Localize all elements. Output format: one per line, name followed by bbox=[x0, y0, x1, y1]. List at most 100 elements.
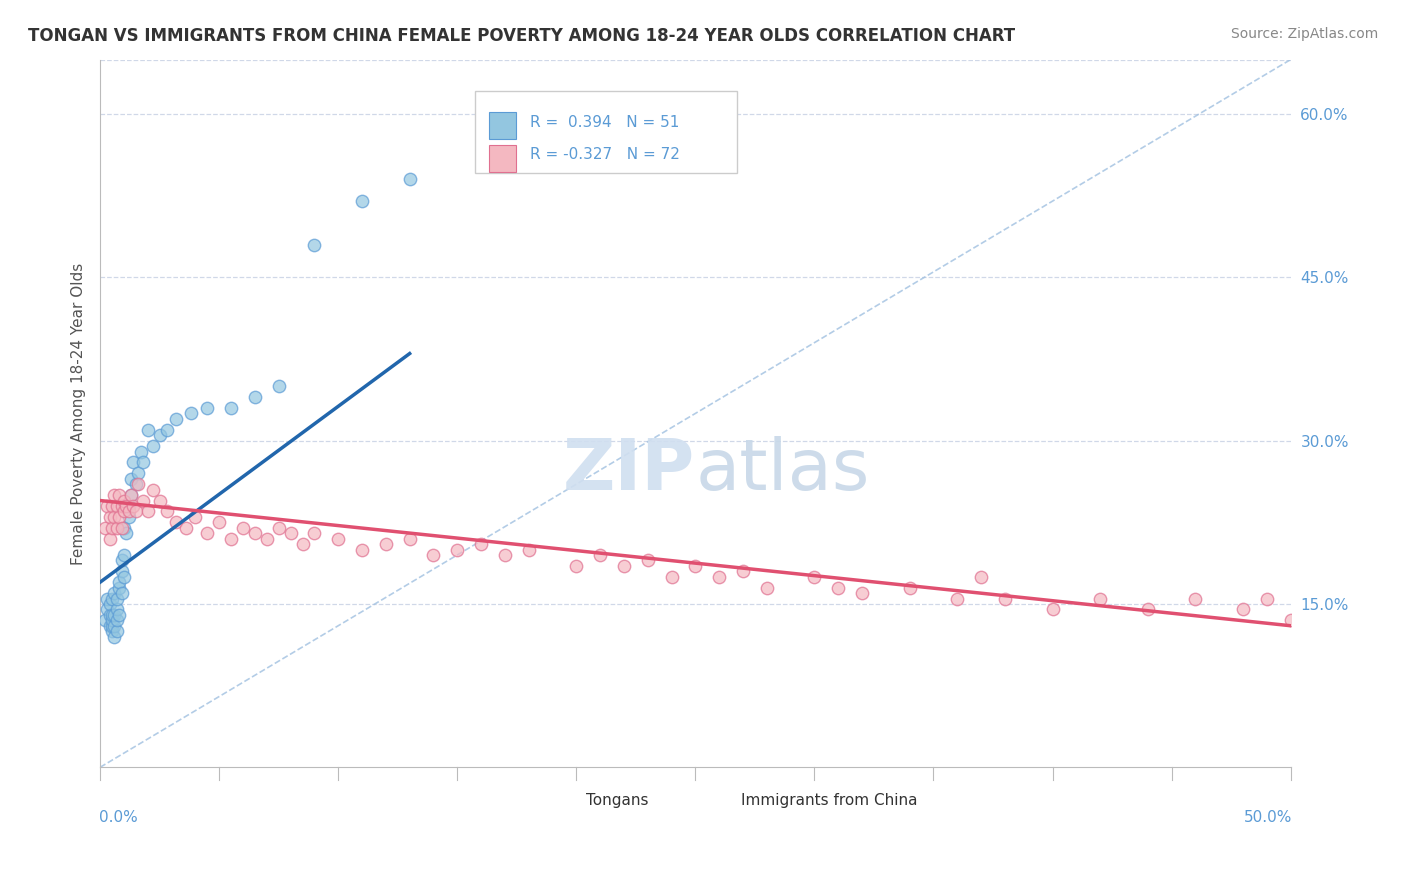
Point bbox=[101, 521, 124, 535]
Point bbox=[328, 532, 350, 546]
Point bbox=[851, 586, 873, 600]
Point bbox=[755, 581, 778, 595]
Point bbox=[208, 516, 231, 530]
Point bbox=[180, 406, 202, 420]
Point bbox=[120, 488, 142, 502]
Text: TONGAN VS IMMIGRANTS FROM CHINA FEMALE POVERTY AMONG 18-24 YEAR OLDS CORRELATION: TONGAN VS IMMIGRANTS FROM CHINA FEMALE P… bbox=[28, 27, 1015, 45]
Point bbox=[118, 499, 141, 513]
Text: Tongans: Tongans bbox=[586, 793, 648, 808]
Point bbox=[970, 570, 993, 584]
Point bbox=[108, 607, 131, 622]
Point bbox=[149, 493, 172, 508]
Point bbox=[110, 586, 132, 600]
Point bbox=[101, 499, 124, 513]
Point bbox=[517, 542, 540, 557]
Text: atlas: atlas bbox=[696, 435, 870, 505]
Point bbox=[174, 521, 197, 535]
Point bbox=[122, 455, 145, 469]
Point bbox=[1256, 591, 1278, 606]
Point bbox=[994, 591, 1017, 606]
Point bbox=[98, 597, 121, 611]
Point bbox=[141, 439, 163, 453]
Point bbox=[94, 521, 117, 535]
Point bbox=[112, 548, 135, 562]
Point bbox=[470, 537, 492, 551]
Point bbox=[125, 504, 148, 518]
Point bbox=[127, 467, 149, 481]
Point bbox=[1088, 591, 1111, 606]
Point bbox=[374, 537, 396, 551]
Point bbox=[195, 526, 218, 541]
Point bbox=[103, 630, 125, 644]
Point bbox=[105, 602, 128, 616]
Point bbox=[108, 575, 131, 590]
Point bbox=[350, 194, 373, 208]
Point bbox=[101, 607, 124, 622]
Y-axis label: Female Poverty Among 18-24 Year Olds: Female Poverty Among 18-24 Year Olds bbox=[72, 262, 86, 565]
Point bbox=[98, 607, 121, 622]
Point bbox=[96, 602, 118, 616]
Bar bbox=[489, 112, 516, 139]
Point bbox=[141, 483, 163, 497]
Point bbox=[103, 618, 125, 632]
Text: Immigrants from China: Immigrants from China bbox=[741, 793, 917, 808]
Point bbox=[398, 172, 420, 186]
Point bbox=[105, 521, 128, 535]
Point bbox=[267, 379, 290, 393]
Point bbox=[127, 477, 149, 491]
FancyBboxPatch shape bbox=[475, 92, 737, 173]
Point bbox=[98, 618, 121, 632]
Point bbox=[219, 401, 242, 415]
Point bbox=[101, 613, 124, 627]
Point bbox=[685, 558, 707, 573]
Point bbox=[304, 237, 326, 252]
Text: 0.0%: 0.0% bbox=[98, 810, 138, 825]
Point bbox=[243, 526, 266, 541]
Point bbox=[136, 504, 159, 518]
Point bbox=[232, 521, 254, 535]
Point bbox=[149, 428, 172, 442]
Point bbox=[637, 553, 659, 567]
Text: R =  0.394   N = 51: R = 0.394 N = 51 bbox=[530, 115, 679, 130]
Point bbox=[98, 509, 121, 524]
Point bbox=[105, 499, 128, 513]
Point bbox=[110, 499, 132, 513]
Text: R = -0.327   N = 72: R = -0.327 N = 72 bbox=[530, 147, 679, 162]
Point bbox=[446, 542, 468, 557]
Point bbox=[422, 548, 444, 562]
Point bbox=[219, 532, 242, 546]
Point bbox=[105, 613, 128, 627]
Point bbox=[280, 526, 302, 541]
Point bbox=[103, 586, 125, 600]
Point bbox=[108, 509, 131, 524]
Point bbox=[103, 488, 125, 502]
Point bbox=[1184, 591, 1206, 606]
Point bbox=[165, 412, 187, 426]
Point bbox=[494, 548, 516, 562]
Point bbox=[1232, 602, 1254, 616]
Point bbox=[129, 444, 152, 458]
Point bbox=[398, 532, 420, 546]
Point bbox=[110, 564, 132, 578]
Point bbox=[589, 548, 612, 562]
Point bbox=[256, 532, 278, 546]
Point bbox=[1136, 602, 1159, 616]
Point bbox=[156, 504, 179, 518]
Point bbox=[195, 401, 218, 415]
Point bbox=[108, 581, 131, 595]
Point bbox=[350, 542, 373, 557]
Point bbox=[946, 591, 969, 606]
Point bbox=[136, 423, 159, 437]
Point bbox=[803, 570, 825, 584]
Point bbox=[243, 390, 266, 404]
Point bbox=[118, 509, 141, 524]
Text: ZIP: ZIP bbox=[564, 435, 696, 505]
Point bbox=[267, 521, 290, 535]
Point bbox=[112, 493, 135, 508]
Point bbox=[1279, 613, 1302, 627]
Point bbox=[731, 564, 754, 578]
Point bbox=[565, 558, 588, 573]
Bar bbox=[553, 792, 574, 810]
Point bbox=[103, 509, 125, 524]
Point bbox=[101, 624, 124, 639]
